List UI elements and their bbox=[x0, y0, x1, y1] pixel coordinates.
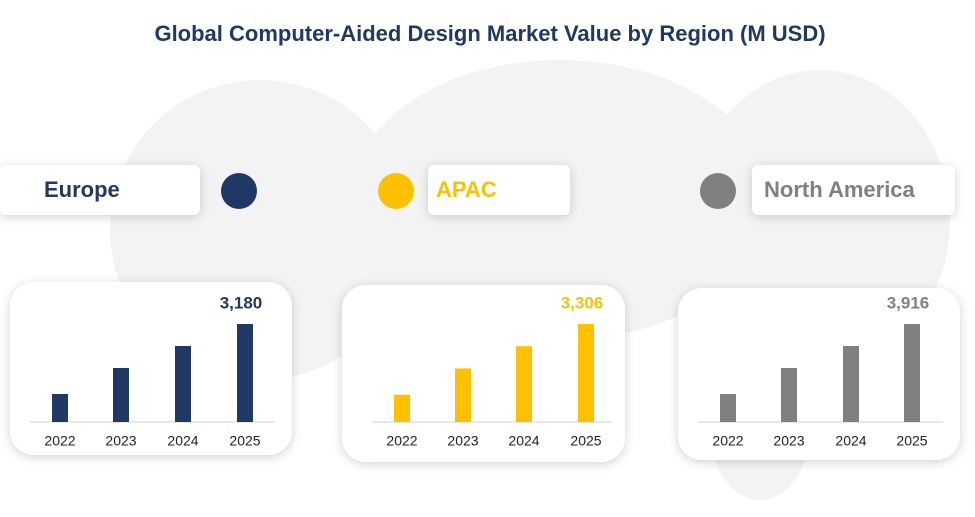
chart-card bbox=[678, 288, 960, 460]
value-label: 3,180 bbox=[220, 293, 263, 312]
x-tick-label: 2024 bbox=[167, 433, 198, 449]
region-label: Europe bbox=[44, 177, 120, 202]
chart-card bbox=[10, 282, 292, 455]
chart-card bbox=[342, 285, 625, 462]
region-label: North America bbox=[764, 177, 916, 202]
bar bbox=[394, 394, 410, 422]
chart-title: Global Computer-Aided Design Market Valu… bbox=[154, 21, 825, 46]
value-label: 3,916 bbox=[887, 293, 930, 312]
x-tick-label: 2022 bbox=[44, 433, 75, 449]
bar bbox=[516, 346, 532, 422]
bar bbox=[175, 346, 191, 422]
bar bbox=[455, 368, 471, 422]
region-label: APAC bbox=[436, 177, 497, 202]
bar bbox=[237, 324, 253, 422]
label-box bbox=[0, 165, 200, 215]
region-dot bbox=[700, 173, 736, 209]
bar bbox=[113, 368, 129, 422]
x-tick-label: 2023 bbox=[105, 433, 136, 449]
x-tick-label: 2023 bbox=[447, 433, 478, 449]
bar bbox=[578, 324, 594, 422]
bar bbox=[904, 324, 920, 422]
bar bbox=[52, 393, 68, 422]
region-dot bbox=[221, 173, 257, 209]
x-tick-label: 2025 bbox=[570, 433, 601, 449]
x-tick-label: 2025 bbox=[229, 433, 260, 449]
x-tick-label: 2022 bbox=[712, 433, 743, 449]
region-dot bbox=[378, 173, 414, 209]
bar bbox=[843, 345, 859, 422]
x-tick-label: 2024 bbox=[835, 433, 866, 449]
x-tick-label: 2025 bbox=[896, 433, 927, 449]
bar bbox=[781, 367, 797, 422]
label-box bbox=[752, 165, 955, 215]
x-tick-label: 2022 bbox=[386, 433, 417, 449]
x-tick-label: 2024 bbox=[508, 433, 539, 449]
value-label: 3,306 bbox=[561, 293, 604, 312]
label-box bbox=[428, 165, 570, 215]
bar bbox=[720, 393, 736, 422]
x-tick-label: 2023 bbox=[773, 433, 804, 449]
